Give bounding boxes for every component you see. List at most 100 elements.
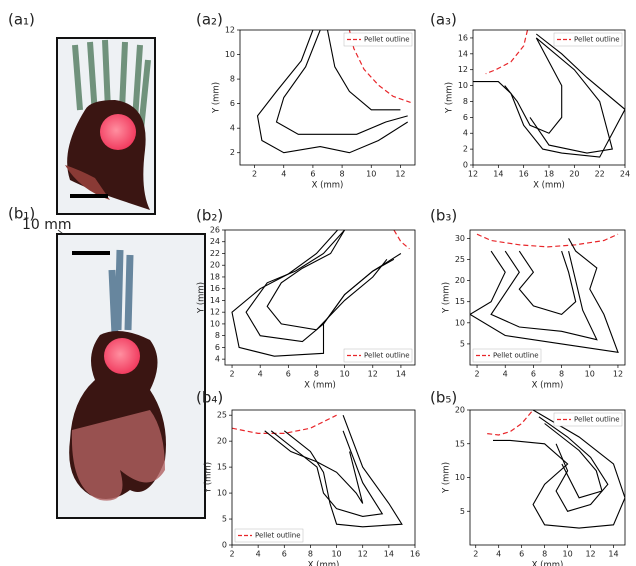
x-tick-label: 4 (496, 550, 501, 559)
y-tick-label: 8 (230, 75, 235, 84)
y-tick-label: 14 (458, 49, 468, 58)
x-tick-label: 10 (585, 370, 595, 379)
y-tick-label: 2 (463, 145, 468, 154)
y-tick-label: 15 (217, 463, 227, 472)
contour (265, 431, 363, 504)
x-tick-label: 8 (314, 370, 319, 379)
legend-label: Pellet outline (574, 416, 620, 424)
y-tick-label: 4 (463, 129, 468, 138)
contour (530, 38, 612, 153)
x-tick-label: 6 (519, 550, 524, 559)
panel-label: (b₂) (196, 207, 223, 225)
pellet-outline (486, 30, 528, 74)
y-tick-label: 6 (230, 99, 235, 108)
contour (519, 251, 575, 314)
x-tick-label: 10 (366, 170, 376, 179)
legend-label: Pellet outline (255, 532, 301, 540)
x-tick-label: 12 (468, 170, 478, 179)
contour (491, 251, 597, 340)
panel-label: (a₂) (196, 11, 223, 29)
y-tick-label: 10 (458, 81, 468, 90)
y-tick-label: 8 (463, 97, 468, 106)
y-axis-label: Y (mm) (204, 462, 214, 494)
contour (232, 230, 401, 356)
figure: (a₁) (b₁) 10 mm (a₂)2468101224681012X (m… (0, 0, 636, 566)
legend-label: Pellet outline (493, 352, 539, 360)
y-axis-label: Y (mm) (212, 82, 222, 114)
photo-a1 (57, 38, 155, 214)
y-tick-label: 20 (455, 406, 465, 415)
y-tick-label: 15 (455, 439, 465, 448)
x-tick-label: 8 (559, 370, 564, 379)
x-axis-label: X (mm) (532, 381, 564, 391)
y-tick-label: 0 (222, 541, 227, 550)
panel-label: (b₄) (196, 389, 223, 407)
scale-bar-label: 10 mm (22, 217, 72, 233)
y-tick-label: 26 (210, 226, 220, 235)
panel-label: (b₅) (430, 389, 457, 407)
y-tick-label: 22 (210, 249, 220, 258)
panel-label: (a₃) (430, 11, 457, 29)
x-axis-label: X (mm) (312, 181, 344, 191)
x-axis-label: X (mm) (532, 561, 564, 566)
y-tick-label: 16 (210, 284, 220, 293)
x-tick-label: 6 (286, 370, 291, 379)
y-axis-label: Y (mm) (442, 462, 452, 494)
contour (473, 34, 625, 157)
legend-label: Pellet outline (574, 36, 620, 44)
contour (246, 230, 394, 342)
y-tick-label: 5 (460, 339, 465, 348)
contour (545, 424, 602, 498)
y-tick-label: 10 (210, 319, 220, 328)
y-tick-label: 15 (455, 297, 465, 306)
y-tick-label: 24 (210, 237, 220, 246)
y-tick-label: 12 (225, 26, 235, 35)
y-tick-label: 20 (217, 437, 227, 446)
x-tick-label: 6 (282, 550, 287, 559)
y-tick-label: 10 (455, 473, 465, 482)
y-axis-label: Y (mm) (445, 82, 455, 114)
y-tick-label: 10 (455, 318, 465, 327)
contour (271, 431, 382, 517)
contour (539, 417, 608, 512)
x-tick-label: 4 (256, 550, 261, 559)
y-tick-label: 25 (217, 411, 227, 420)
x-tick-label: 12 (368, 370, 378, 379)
y-tick-label: 5 (460, 507, 465, 516)
x-tick-label: 2 (229, 370, 234, 379)
x-tick-label: 12 (358, 550, 368, 559)
y-tick-label: 20 (210, 261, 220, 270)
x-tick-label: 8 (340, 170, 345, 179)
y-tick-label: 4 (230, 124, 235, 133)
y-tick-label: 4 (215, 355, 220, 364)
y-tick-label: 20 (455, 276, 465, 285)
x-tick-label: 2 (229, 550, 234, 559)
y-axis-label: Y (mm) (197, 282, 207, 314)
x-axis-label: X (mm) (533, 181, 565, 191)
x-tick-label: 12 (585, 550, 595, 559)
x-tick-label: 14 (493, 170, 503, 179)
y-tick-label: 6 (215, 343, 220, 352)
y-tick-label: 16 (458, 33, 468, 42)
y-tick-label: 12 (210, 308, 220, 317)
x-tick-label: 4 (503, 370, 508, 379)
x-tick-label: 22 (595, 170, 605, 179)
y-tick-label: 10 (217, 489, 227, 498)
x-tick-label: 16 (519, 170, 529, 179)
pellet-outline (477, 234, 618, 247)
y-tick-label: 18 (210, 272, 220, 281)
y-tick-label: 6 (463, 113, 468, 122)
y-tick-label: 12 (458, 65, 468, 74)
contour (493, 410, 625, 528)
y-tick-label: 10 (225, 50, 235, 59)
y-tick-label: 30 (455, 234, 465, 243)
x-tick-label: 12 (613, 370, 623, 379)
x-tick-label: 16 (410, 550, 420, 559)
y-tick-label: 2 (230, 148, 235, 157)
x-tick-label: 14 (396, 370, 406, 379)
contour (267, 230, 387, 330)
x-tick-label: 20 (569, 170, 579, 179)
x-tick-label: 8 (308, 550, 313, 559)
x-axis-label: X (mm) (308, 561, 340, 566)
panel-label: (b₃) (430, 207, 457, 225)
